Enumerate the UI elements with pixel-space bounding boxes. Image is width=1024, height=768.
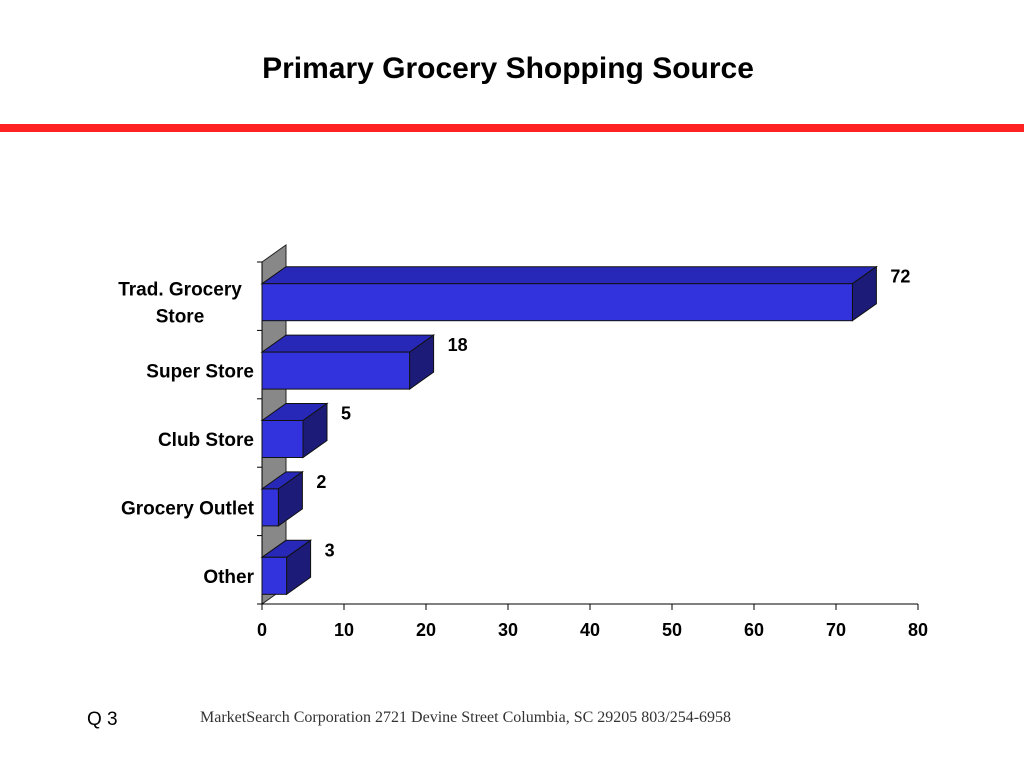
category-label: Trad. Grocery Store	[118, 280, 242, 328]
bar-front-face	[261, 556, 288, 595]
data-label: 3	[325, 540, 335, 560]
bar	[260, 470, 304, 527]
chart-bars	[260, 265, 878, 596]
x-tick-label: 60	[744, 620, 764, 640]
chart-axes: 0 10 20 30 40 50 60 70 80	[257, 261, 928, 640]
x-tick-label: 30	[498, 620, 518, 640]
x-tick-label: 20	[416, 620, 436, 640]
category-label-line: Grocery Outlet	[121, 498, 255, 519]
chart-labels: 72 Trad. Grocery Store 18 Super Store 5 Club S…	[118, 267, 910, 588]
data-label: 2	[316, 472, 326, 492]
company-footer: MarketSearch Corporation 2721 Devine Str…	[200, 709, 732, 726]
category-label-line: Other	[203, 567, 254, 588]
bar-front-face	[261, 488, 279, 527]
category-label: Club Store	[158, 430, 254, 451]
x-tick-label: 50	[662, 620, 682, 640]
category-label: Super Store	[146, 362, 254, 383]
category-label-line: Super Store	[146, 362, 254, 383]
data-label: 5	[341, 404, 351, 424]
x-tick-label: 80	[908, 620, 928, 640]
bar	[260, 539, 313, 596]
category-label: Grocery Outlet	[121, 498, 255, 519]
data-label: 72	[890, 267, 910, 287]
bar-front-face	[261, 351, 411, 390]
bar-top-face	[260, 266, 878, 285]
x-tick-label: 70	[826, 620, 846, 640]
bar-front-face	[261, 420, 304, 458]
bar-front-face	[261, 283, 853, 322]
category-label-line: Club Store	[158, 430, 254, 451]
x-tick-label: 40	[580, 620, 600, 640]
x-tick-label: 0	[257, 620, 267, 640]
bar	[260, 402, 329, 459]
slide-title: Primary Grocery Shopping Source	[262, 52, 754, 85]
title-divider	[0, 124, 1024, 132]
category-label-line: Trad. Grocery	[118, 280, 242, 301]
category-label-line: Store	[156, 307, 205, 328]
x-tick-label: 10	[334, 620, 354, 640]
question-label: Q 3	[87, 709, 118, 730]
bar	[260, 334, 436, 391]
data-label: 18	[448, 335, 468, 355]
bar	[260, 265, 878, 322]
category-label: Other	[203, 567, 254, 588]
bar-top-face	[260, 334, 436, 353]
